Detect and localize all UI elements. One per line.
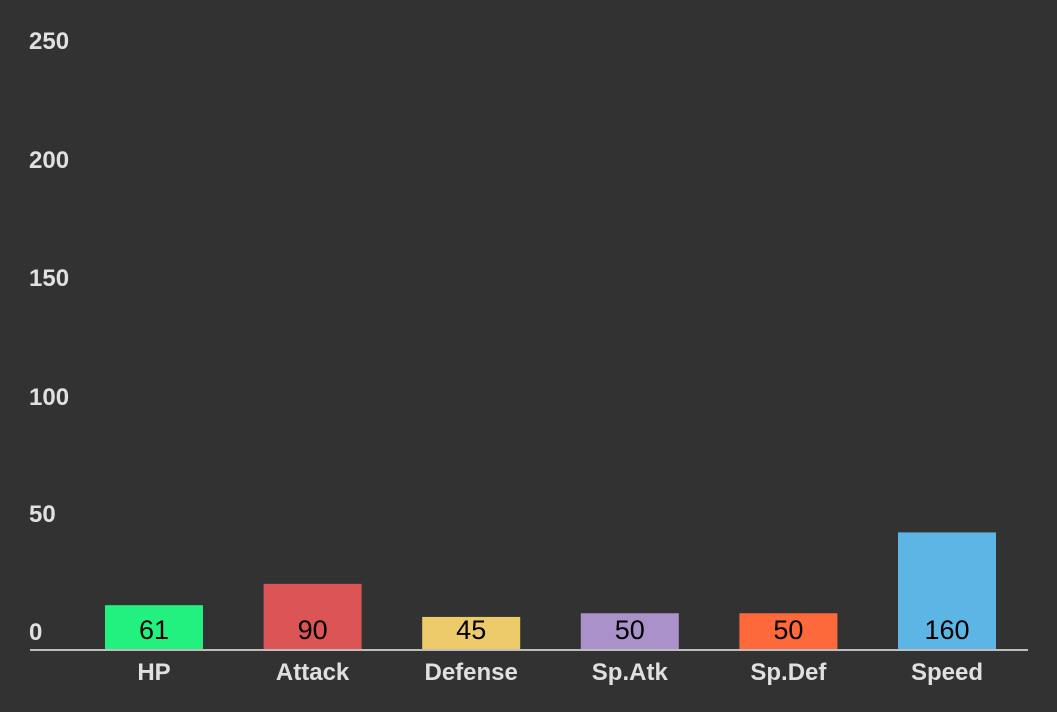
bar-defense [422, 616, 521, 650]
bar-hp [105, 605, 203, 650]
bar-value-label: 61 [139, 615, 169, 645]
x-category-label: Attack [276, 659, 350, 686]
bar-value-label: 90 [298, 615, 328, 645]
y-tick-label: 150 [29, 265, 69, 292]
x-category-label: HP [137, 659, 170, 686]
x-category-label: Speed [911, 659, 983, 686]
bar-value-label: 45 [456, 615, 486, 645]
y-axis-ticks: 0 50 100 150 200 250 [29, 28, 69, 646]
y-tick-label: 250 [29, 28, 69, 55]
bar-attack [263, 583, 362, 650]
y-tick-label: 0 [29, 619, 42, 646]
y-tick-label: 50 [29, 501, 56, 528]
bar-value-label: 50 [773, 615, 803, 645]
x-category-label: Sp.Def [750, 659, 827, 686]
y-tick-label: 100 [29, 384, 69, 411]
x-category-label: Defense [425, 659, 518, 686]
x-category-label: Sp.Atk [592, 659, 669, 686]
y-tick-label: 200 [29, 147, 69, 174]
bar-sp-def [739, 613, 838, 650]
bar-speed [898, 532, 996, 650]
value-labels-group: 61 90 45 50 50 160 [139, 615, 970, 645]
bars-group [105, 532, 996, 650]
bar-value-label: 50 [615, 615, 645, 645]
bar-value-label: 160 [924, 615, 969, 645]
category-labels-group: HP Attack Defense Sp.Atk Sp.Def Speed [137, 659, 983, 686]
bar-sp-atk [580, 613, 679, 650]
